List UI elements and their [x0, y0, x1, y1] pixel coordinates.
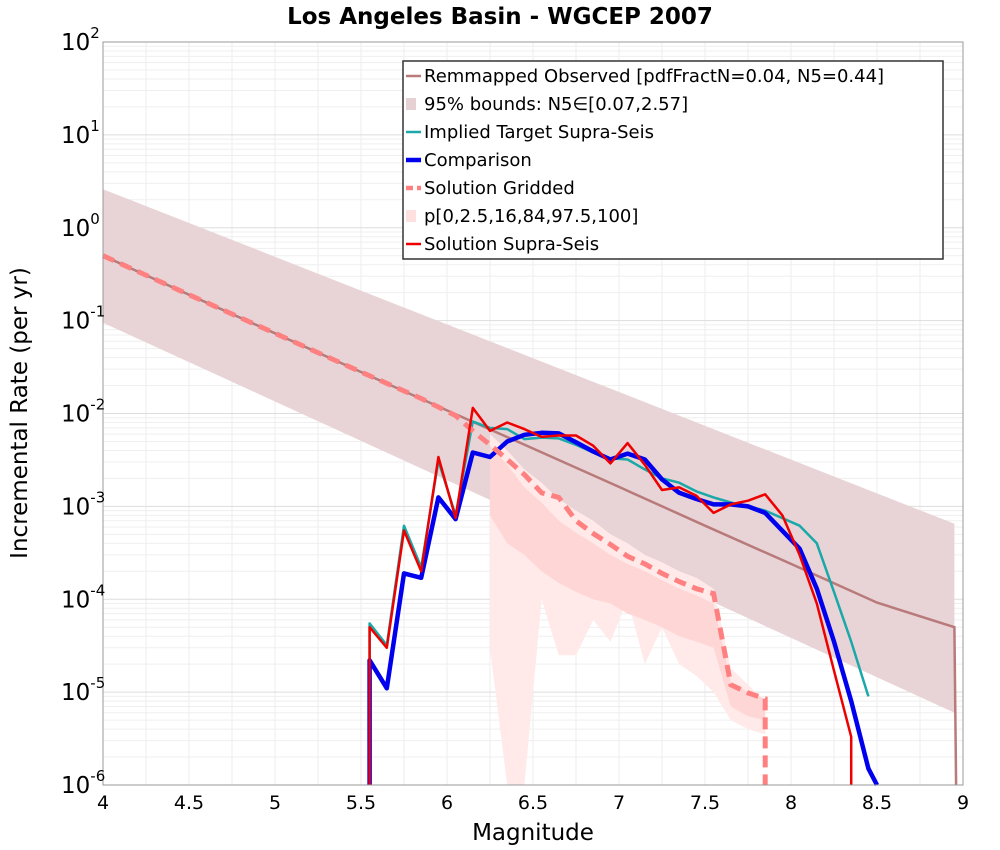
x-tick-label: 4 — [97, 792, 109, 814]
series-solution-supra-seis — [368, 406, 853, 785]
legend-box — [402, 60, 944, 260]
legend-label: Solution Supra-Seis — [424, 234, 599, 255]
series-solution-gridded — [101, 253, 768, 785]
gridded-percentile-inner-band — [490, 445, 766, 721]
x-tick-label: 4.5 — [174, 792, 204, 814]
legend-label: p[0,2.5,16,84,97.5,100] — [424, 206, 638, 227]
legend-label: Comparison — [424, 150, 532, 171]
series-layer — [101, 189, 958, 787]
y-tick-label: 10-5 — [61, 674, 105, 706]
x-tick-label: 5.5 — [346, 792, 376, 814]
legend: Remmapped Observed [pdfFractN=0.04, N5=0… — [402, 60, 944, 260]
legend-swatch — [406, 210, 416, 222]
x-tick-label: 5 — [269, 792, 281, 814]
y-tick-label: 101 — [61, 117, 100, 149]
y-axis-label: Incremental Rate (per yr) — [7, 267, 33, 559]
legend-swatch — [406, 98, 416, 110]
x-tick-label: 9 — [957, 792, 969, 814]
y-tick-label: 100 — [61, 210, 100, 242]
y-tick-label: 102 — [61, 24, 100, 56]
legend-label: 95% bounds: N5∈[0.07,2.57] — [424, 94, 688, 115]
chart-title: Los Angeles Basin - WGCEP 2007 — [287, 4, 713, 30]
y-tick-label: 10-1 — [61, 303, 105, 335]
x-axis-label: Magnitude — [472, 820, 594, 846]
y-tick-label: 10-6 — [61, 767, 105, 799]
x-tick-label: 6.5 — [518, 792, 548, 814]
legend-label: Solution Gridded — [424, 178, 575, 199]
observed-bounds-band — [103, 189, 955, 713]
legend-label: Implied Target Supra-Seis — [424, 122, 654, 143]
legend-label: Remmapped Observed [pdfFractN=0.04, N5=0… — [424, 66, 884, 87]
y-axis-ticks: 10-6 10-5 10-4 10-3 10-2 10-1 100 101 102 — [61, 24, 105, 799]
y-tick-label: 10-3 — [61, 488, 105, 520]
plot-frame — [102, 41, 964, 786]
y-tick-label: 10-2 — [61, 396, 105, 428]
x-tick-label: 8 — [785, 792, 797, 814]
x-tick-label: 7.5 — [690, 792, 720, 814]
x-tick-label: 6 — [441, 792, 453, 814]
series-comparison — [367, 430, 879, 787]
x-axis-ticks: 4 4.5 5 5.5 6 6.5 7 7.5 8 8.5 9 — [97, 792, 969, 814]
x-tick-label: 7 — [613, 792, 625, 814]
x-tick-label: 8.5 — [862, 792, 892, 814]
y-tick-label: 10-4 — [61, 581, 105, 613]
